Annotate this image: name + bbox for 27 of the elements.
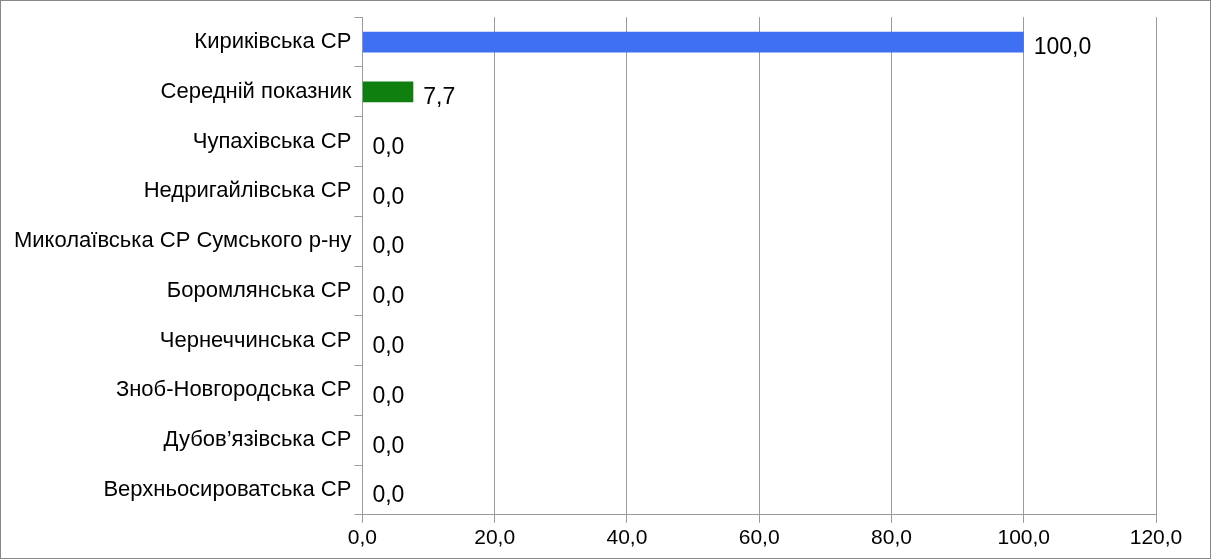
y-tick-label: Дубов’язівська СР — [163, 426, 352, 452]
data-label: 0,0 — [372, 232, 405, 259]
x-tick-label: 60,0 — [738, 525, 780, 549]
data-label: 0,0 — [372, 132, 405, 159]
data-label: 0,0 — [372, 481, 405, 508]
x-tick-label: 0,0 — [347, 525, 377, 549]
y-tick-label: Верхньосироватська СР — [103, 475, 352, 501]
x-tick-label: 120,0 — [1129, 525, 1183, 549]
data-label: 100,0 — [1033, 33, 1092, 60]
data-label: 0,0 — [372, 282, 405, 309]
x-tick-label: 20,0 — [474, 525, 516, 549]
x-tick-label: 40,0 — [606, 525, 648, 549]
y-tick-label: Кириківська СР — [194, 28, 352, 54]
y-tick-label: Зноб-Новгородська СР — [115, 376, 352, 402]
y-tick-label: Миколаївська СР Сумського р-ну — [14, 227, 352, 253]
data-label: 0,0 — [372, 381, 405, 408]
x-tick-label: 100,0 — [997, 525, 1051, 549]
y-tick-label: Недригайлівська СР — [143, 177, 352, 203]
data-label: 0,0 — [372, 431, 405, 458]
data-label: 0,0 — [372, 182, 405, 209]
y-tick-label: Боромлянська СР — [166, 276, 352, 302]
y-tick-label: Середній показник — [160, 77, 352, 103]
data-label: 7,7 — [423, 83, 456, 110]
y-tick-label: Чупахівська СР — [192, 127, 352, 153]
data-label: 0,0 — [372, 331, 405, 358]
y-tick-label: Чернеччинська СР — [159, 326, 352, 352]
x-tick-label: 80,0 — [871, 525, 912, 549]
